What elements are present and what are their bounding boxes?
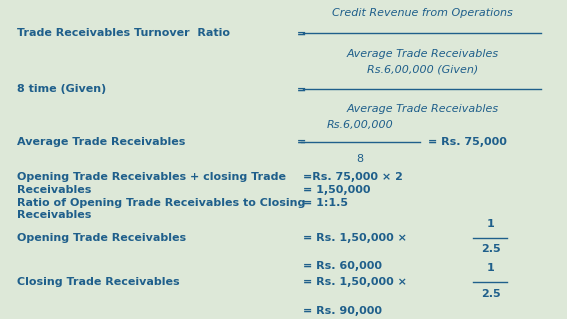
Text: 1: 1 <box>486 263 494 273</box>
Text: =: = <box>297 137 306 147</box>
Text: Average Trade Receivables: Average Trade Receivables <box>346 49 498 59</box>
Text: =: = <box>297 28 306 39</box>
Text: 2.5: 2.5 <box>481 244 500 254</box>
Text: Closing Trade Receivables: Closing Trade Receivables <box>17 277 180 287</box>
Text: Ratio of Opening Trade Receivables to Closing: Ratio of Opening Trade Receivables to Cl… <box>17 197 306 208</box>
Text: Receivables: Receivables <box>17 210 91 220</box>
Text: =Rs. 75,000 × 2: =Rs. 75,000 × 2 <box>303 172 403 182</box>
Text: Rs.6,00,000: Rs.6,00,000 <box>327 120 393 130</box>
Text: 8 time (Given): 8 time (Given) <box>17 84 106 94</box>
Text: Rs.6,00,000 (Given): Rs.6,00,000 (Given) <box>367 65 478 75</box>
Text: = 1:1.5: = 1:1.5 <box>303 197 348 208</box>
Text: = Rs. 60,000: = Rs. 60,000 <box>303 261 382 271</box>
Text: = Rs. 75,000: = Rs. 75,000 <box>428 137 507 147</box>
Text: 2.5: 2.5 <box>481 289 500 299</box>
Text: Opening Trade Receivables + closing Trade: Opening Trade Receivables + closing Trad… <box>17 172 286 182</box>
Text: Average Trade Receivables: Average Trade Receivables <box>17 137 185 147</box>
Text: Trade Receivables Turnover  Ratio: Trade Receivables Turnover Ratio <box>17 28 230 39</box>
Text: = 1,50,000: = 1,50,000 <box>303 185 371 195</box>
Text: Opening Trade Receivables: Opening Trade Receivables <box>17 233 186 243</box>
Text: = Rs. 1,50,000 ×: = Rs. 1,50,000 × <box>303 277 407 287</box>
Text: =: = <box>297 84 306 94</box>
Text: 1: 1 <box>486 219 494 229</box>
Text: Receivables: Receivables <box>17 185 91 195</box>
Text: = Rs. 90,000: = Rs. 90,000 <box>303 306 382 316</box>
Text: = Rs. 1,50,000 ×: = Rs. 1,50,000 × <box>303 233 407 243</box>
Text: 8: 8 <box>357 154 363 164</box>
Text: Average Trade Receivables: Average Trade Receivables <box>346 104 498 114</box>
Text: Credit Revenue from Operations: Credit Revenue from Operations <box>332 8 513 18</box>
